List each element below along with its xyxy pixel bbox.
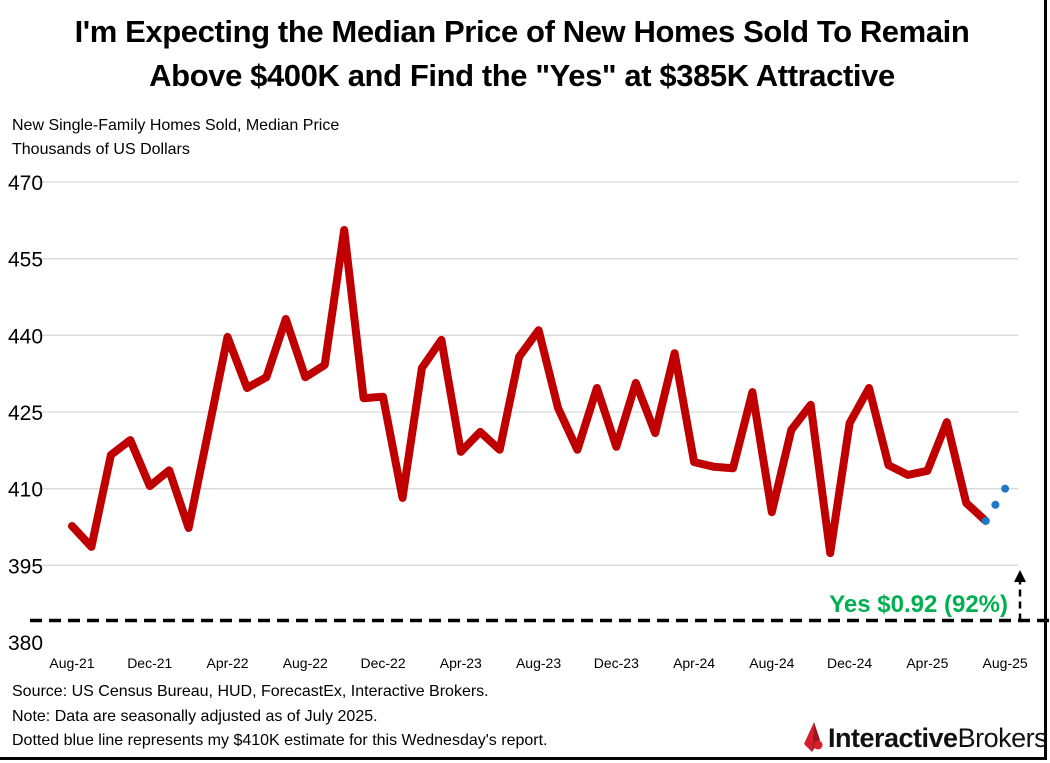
x-tick-label: Dec-23 xyxy=(594,655,639,671)
x-tick-label: Dec-24 xyxy=(827,655,872,671)
adjustment-note: Note: Data are seasonally adjusted as of… xyxy=(12,708,378,725)
x-tick-label: Aug-21 xyxy=(49,655,94,671)
y-tick-label: 380 xyxy=(8,632,43,655)
x-tick-label: Apr-23 xyxy=(440,655,482,671)
subtitle-1: New Single-Family Homes Sold, Median Pri… xyxy=(12,117,340,134)
y-tick-label: 440 xyxy=(8,325,43,348)
estimate-note: Dotted blue line represents my $410K est… xyxy=(12,732,548,749)
title-line-2: Above $400K and Find the "Yes" at $385K … xyxy=(149,58,895,93)
y-tick-label: 410 xyxy=(8,479,43,502)
x-tick-label: Apr-22 xyxy=(207,655,249,671)
x-tick-label: Aug-24 xyxy=(749,655,794,671)
y-tick-label: 455 xyxy=(8,249,43,272)
source-note: Source: US Census Bureau, HUD, ForecastE… xyxy=(12,683,489,700)
estimate-dot xyxy=(991,500,1000,509)
y-tick-label: 395 xyxy=(8,555,43,578)
estimate-dot xyxy=(1001,484,1010,493)
x-tick-label: Apr-24 xyxy=(673,655,715,671)
x-tick-label: Aug-22 xyxy=(283,655,328,671)
arrow-up-icon xyxy=(1014,570,1026,582)
subtitle-2: Thousands of US Dollars xyxy=(12,141,190,158)
x-tick-label: Dec-21 xyxy=(127,655,172,671)
x-tick-label: Dec-22 xyxy=(360,655,405,671)
x-tick-label: Apr-25 xyxy=(906,655,948,671)
x-tick-label: Aug-23 xyxy=(516,655,561,671)
title-line-1: I'm Expecting the Median Price of New Ho… xyxy=(74,14,970,49)
y-tick-label: 470 xyxy=(8,172,43,195)
estimate-dot xyxy=(981,516,990,525)
logo-text: InteractiveBrokers xyxy=(828,722,1048,753)
median-price-line xyxy=(68,226,990,558)
interactive-brokers-logo: InteractiveBrokers xyxy=(800,722,1048,754)
threshold-label: Yes $0.92 (92%) xyxy=(829,591,1008,618)
y-tick-label: 425 xyxy=(8,402,43,425)
ib-flame-logo-icon xyxy=(804,722,823,752)
x-tick-label: Aug-25 xyxy=(983,655,1028,671)
